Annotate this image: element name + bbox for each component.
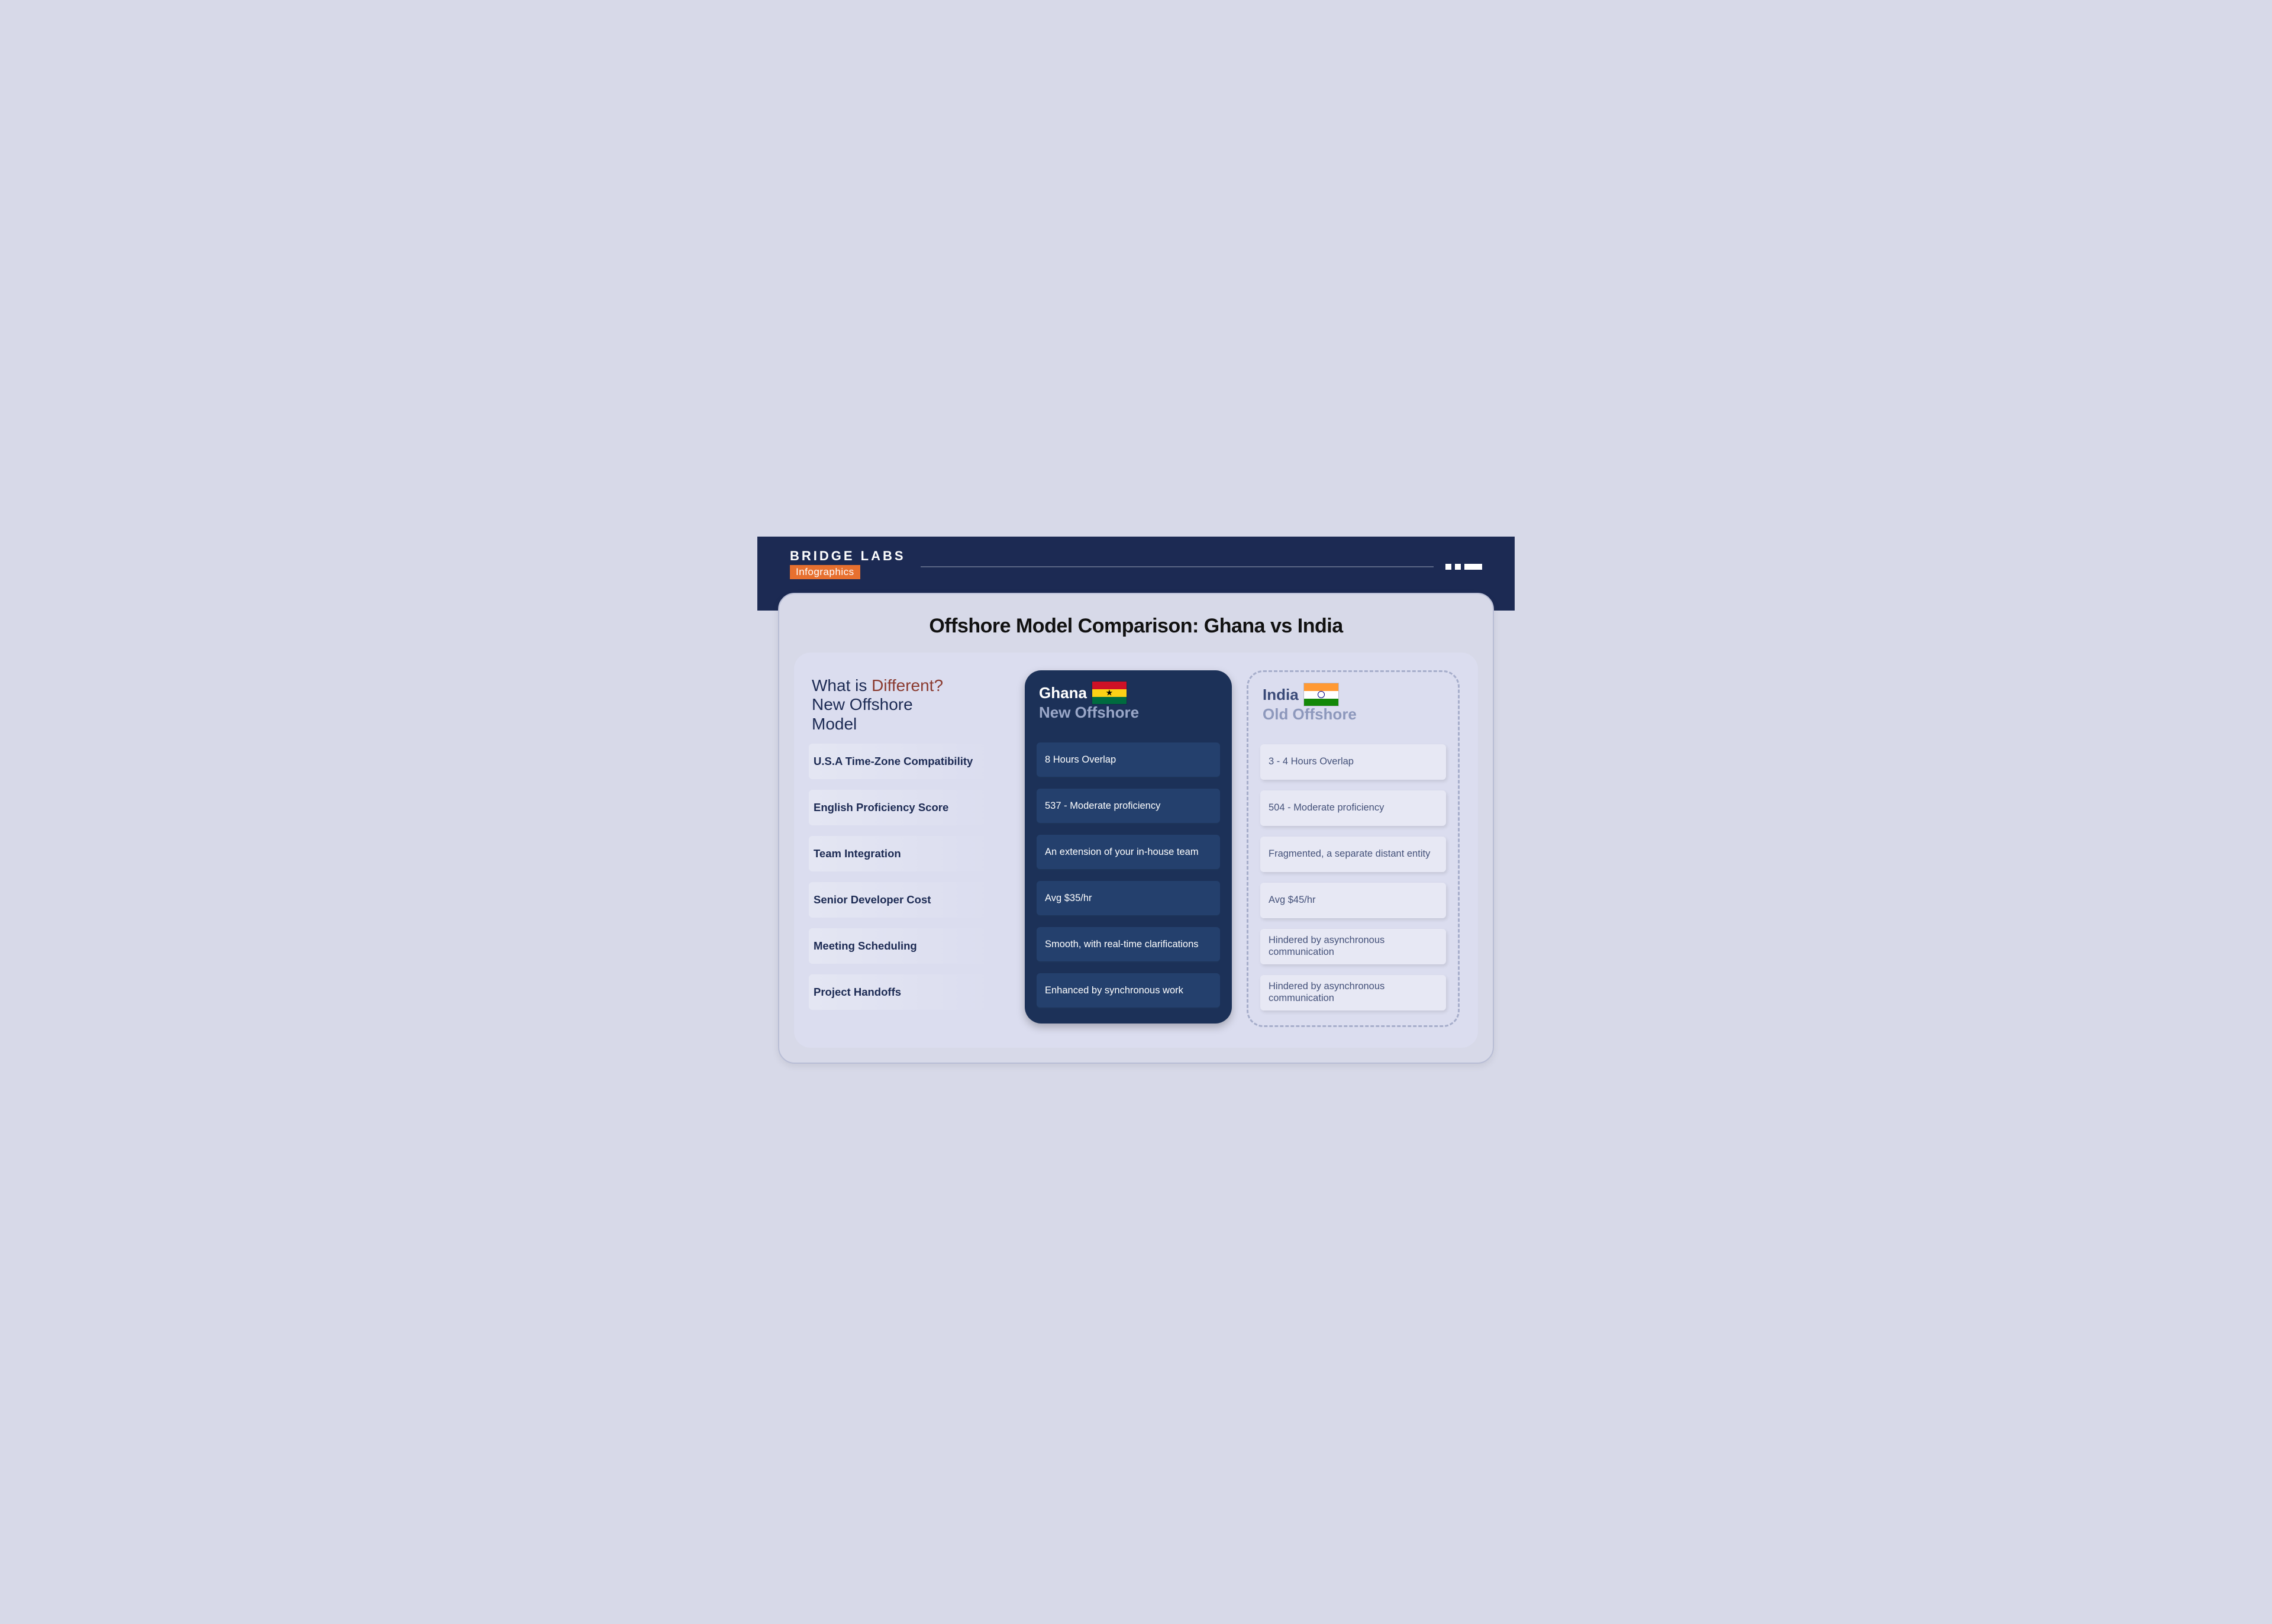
topbar-decor-icon <box>1445 564 1482 570</box>
ghana-cell: Smooth, with real-time clarifications <box>1037 927 1220 963</box>
india-cell: 504 - Moderate proficiency <box>1260 790 1446 826</box>
india-column: India Old Offshore 3 - 4 Hours Overlap <box>1247 670 1460 1026</box>
labels-heading-accent: Different? <box>872 676 943 695</box>
row-label: Senior Developer Cost <box>809 882 1010 918</box>
ghana-column: Ghana ★ New Offshore 8 Hours Overlap 537 <box>1025 670 1232 1023</box>
ghana-cell: 537 - Moderate proficiency <box>1037 789 1220 824</box>
ghana-cell: Avg $35/hr <box>1037 881 1220 916</box>
labels-heading-prefix: What is <box>812 676 872 695</box>
india-cell: 3 - 4 Hours Overlap <box>1260 744 1446 780</box>
row-label: U.S.A Time-Zone Compatibility <box>809 744 1010 779</box>
ghana-cell: 8 Hours Overlap <box>1037 742 1220 778</box>
labels-heading-line2a: New Offshore <box>812 695 1010 714</box>
india-cell: Avg $45/hr <box>1260 883 1446 918</box>
labels-column: What is Different? New Offshore Model U.… <box>809 670 1010 1010</box>
ghana-country-name: Ghana <box>1039 685 1087 701</box>
labels-heading-line2b: Model <box>812 715 1010 734</box>
ghana-cell: Enhanced by synchronous work <box>1037 973 1220 1009</box>
india-flag-icon <box>1303 683 1339 706</box>
india-subtitle: Old Offshore <box>1263 706 1357 722</box>
row-label: Project Handoffs <box>809 974 1010 1010</box>
infographic-canvas: BRIDGE LABS Infographics Offshore Model … <box>757 537 1515 1087</box>
topbar-divider <box>921 566 1434 567</box>
india-country-name: India <box>1263 687 1299 703</box>
labels-heading: What is Different? New Offshore Model <box>809 670 1010 726</box>
ghana-subtitle: New Offshore <box>1039 705 1139 721</box>
brand-sub: Infographics <box>790 565 860 579</box>
india-cell: Fragmented, a separate distant entity <box>1260 837 1446 872</box>
ghana-cell: An extension of your in-house team <box>1037 835 1220 870</box>
page-title: Offshore Model Comparison: Ghana vs Indi… <box>779 615 1493 638</box>
label-rows: U.S.A Time-Zone Compatibility English Pr… <box>809 744 1010 1010</box>
row-label: English Proficiency Score <box>809 790 1010 825</box>
ghana-header: Ghana ★ New Offshore <box>1037 681 1220 724</box>
brand-block: BRIDGE LABS Infographics <box>790 548 906 579</box>
india-header: India Old Offshore <box>1260 683 1446 726</box>
main-panel: Offshore Model Comparison: Ghana vs Indi… <box>778 593 1494 1063</box>
brand-main: BRIDGE LABS <box>790 548 906 564</box>
comparison-table: What is Different? New Offshore Model U.… <box>794 653 1478 1047</box>
row-label: Team Integration <box>809 836 1010 871</box>
row-label: Meeting Scheduling <box>809 928 1010 964</box>
india-cell: Hindered by asynchronous communication <box>1260 975 1446 1010</box>
india-cell: Hindered by asynchronous communication <box>1260 929 1446 964</box>
ghana-flag-icon: ★ <box>1092 681 1127 705</box>
